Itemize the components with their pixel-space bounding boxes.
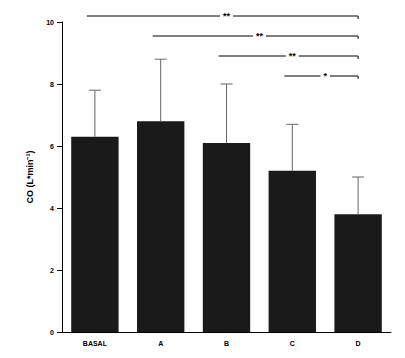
- svg-text:*: *: [323, 71, 327, 81]
- svg-text:10: 10: [46, 19, 54, 26]
- svg-text:BASAL: BASAL: [83, 340, 108, 347]
- svg-text:**: **: [289, 51, 297, 61]
- svg-text:2: 2: [50, 267, 54, 274]
- svg-text:CO (L*min⁻¹): CO (L*min⁻¹): [25, 151, 35, 204]
- svg-text:0: 0: [50, 329, 54, 336]
- svg-text:C: C: [290, 340, 295, 347]
- svg-text:8: 8: [50, 81, 54, 88]
- svg-text:A: A: [158, 340, 163, 347]
- svg-text:B: B: [224, 340, 229, 347]
- svg-text:**: **: [223, 11, 231, 21]
- svg-text:6: 6: [50, 143, 54, 150]
- svg-text:D: D: [356, 340, 361, 347]
- svg-text:**: **: [256, 31, 264, 41]
- svg-text:4: 4: [50, 205, 54, 212]
